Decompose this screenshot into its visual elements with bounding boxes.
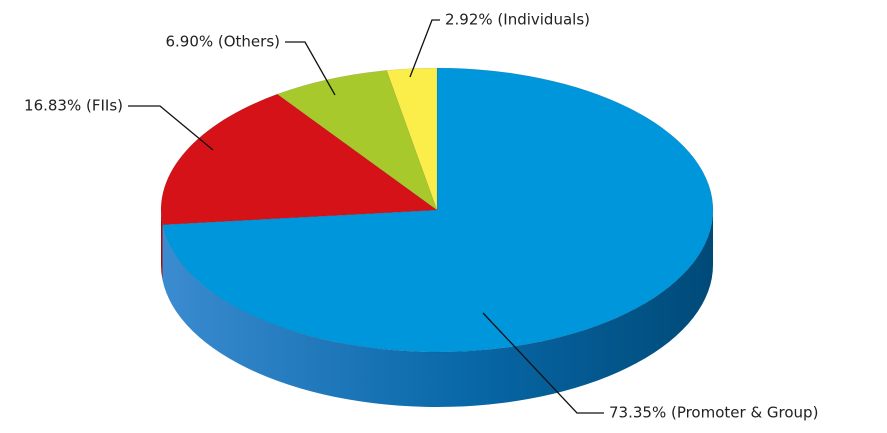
leader-line (409, 19, 440, 78)
slice (160, 93, 438, 225)
leader-line (128, 105, 214, 151)
data-label: 6.90% (Others) (165, 33, 280, 51)
data-label: 73.35% (Promoter & Group) (609, 404, 818, 422)
slice (162, 67, 714, 353)
leader-line (285, 41, 336, 96)
data-label: 2.92% (Individuals) (445, 11, 590, 29)
leader-line (482, 312, 604, 414)
slice (276, 70, 438, 211)
slice (386, 67, 438, 211)
data-label: 16.83% (FIIs) (24, 97, 123, 115)
slice-side (162, 210, 713, 408)
slice-side (161, 210, 163, 280)
